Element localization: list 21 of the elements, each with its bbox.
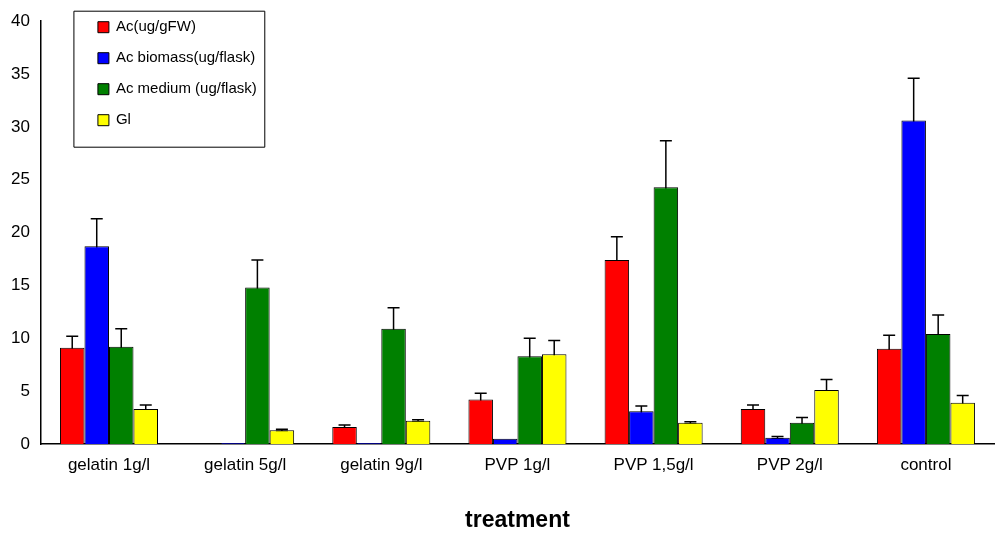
- x-tick-label: gelatin 1g/l: [67, 454, 151, 474]
- y-tick-label: 5: [20, 380, 30, 400]
- y-tick-label: 0: [20, 433, 30, 453]
- legend-label: Ac medium (ug/flask): [115, 79, 257, 97]
- x-tick-label: control: [900, 454, 952, 474]
- x-axis-title: treatment: [465, 505, 571, 532]
- x-tick-label: PVP 1,5g/l: [613, 454, 694, 474]
- x-tick-label: gelatin 5g/l: [204, 454, 287, 474]
- legend-label: Ac biomass(ug/flask): [115, 48, 256, 66]
- x-tick-label: PVP 2g/l: [756, 454, 823, 474]
- y-tick-label: 30: [10, 116, 30, 136]
- y-tick-label: 10: [10, 327, 30, 347]
- y-tick-label: 35: [10, 63, 30, 83]
- x-tick-label: gelatin 9g/l: [340, 454, 423, 474]
- legend-label: Ac(ug/gFW): [115, 17, 196, 35]
- y-tick-label: 15: [10, 275, 30, 295]
- y-tick-label: 20: [10, 222, 30, 242]
- x-tick-label: PVP 1g/l: [484, 454, 551, 474]
- y-tick-label: 40: [10, 10, 30, 30]
- y-tick-label: 25: [10, 169, 30, 189]
- legend-label: Gl: [115, 110, 131, 128]
